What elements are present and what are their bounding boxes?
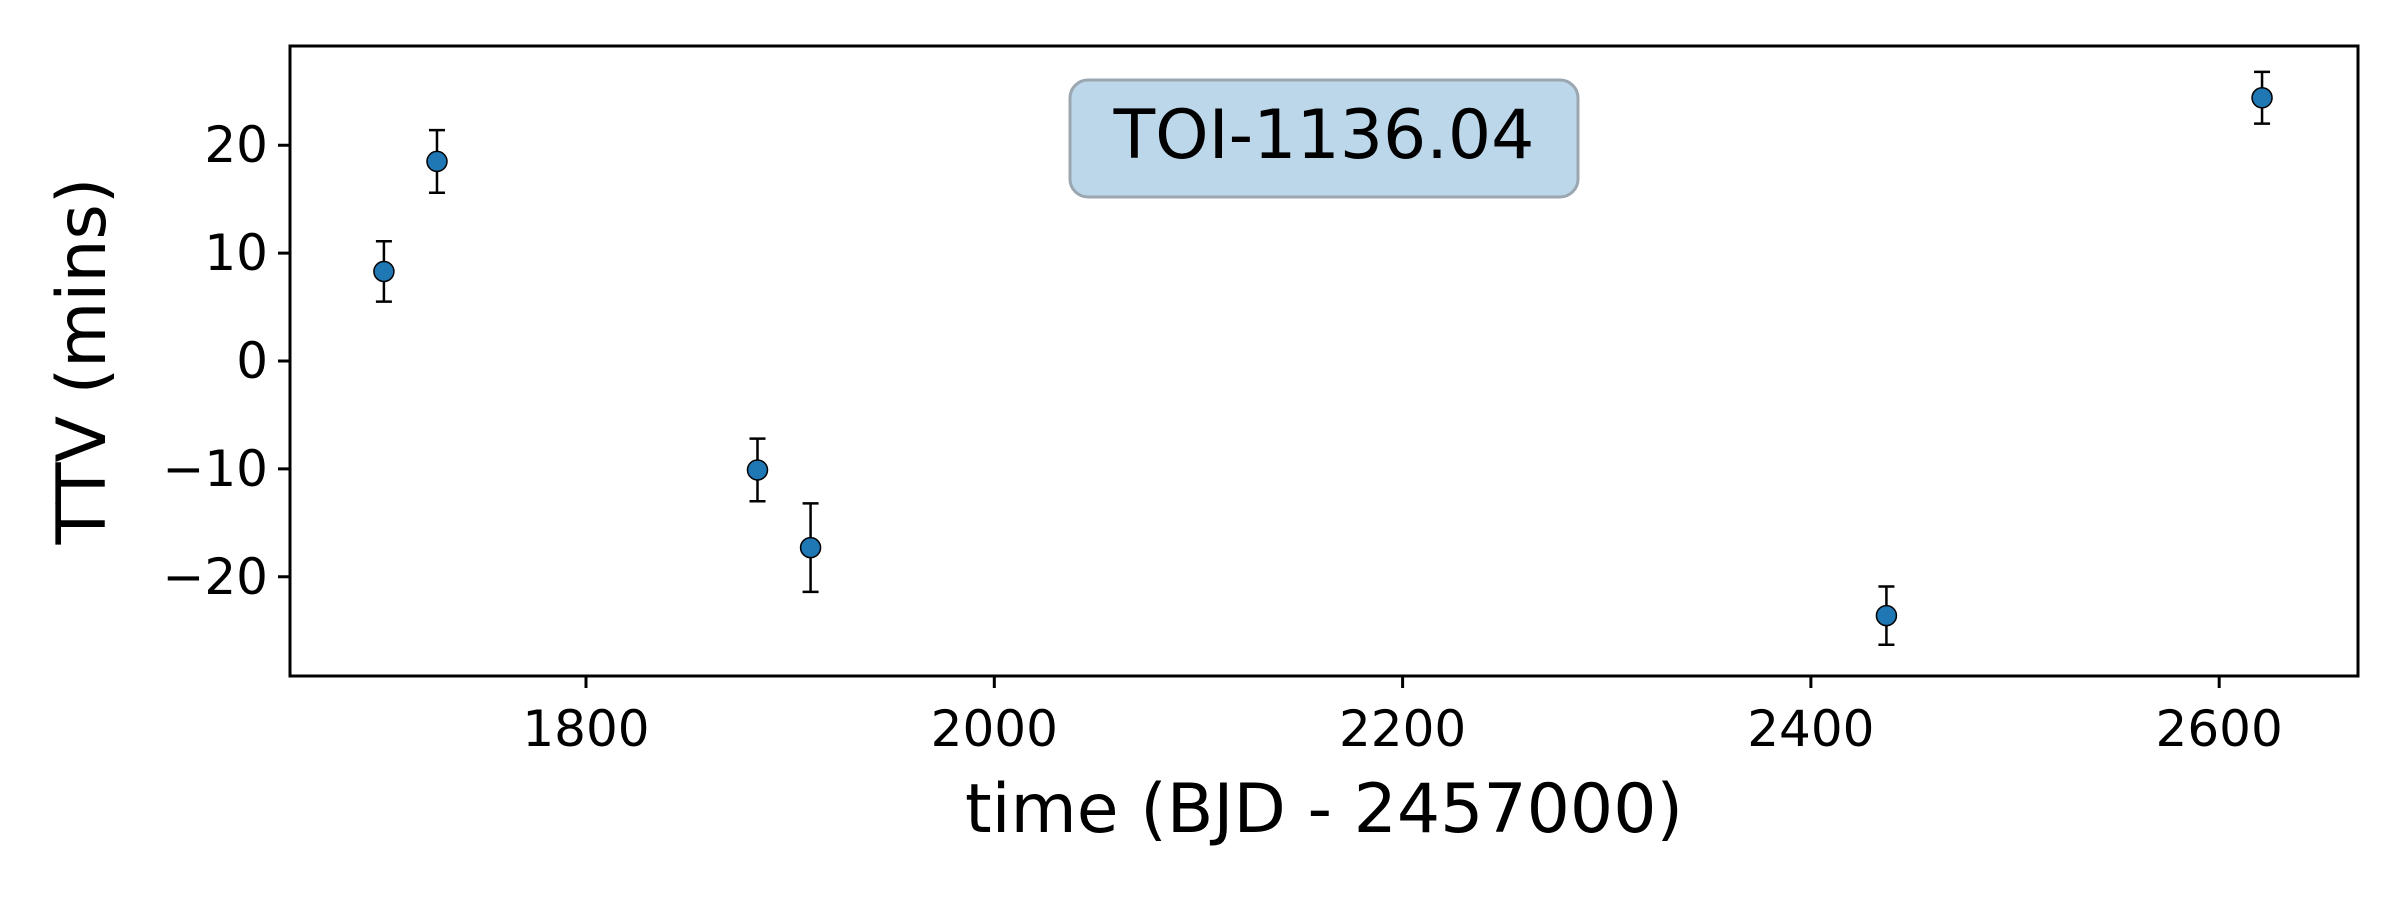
data-point (799, 502, 822, 594)
y-tick-label: 20 (204, 116, 268, 174)
y-tick-label: −10 (162, 440, 268, 498)
data-marker (426, 150, 448, 173)
x-tick-label: 2600 (2156, 700, 2283, 758)
data-point (426, 128, 448, 194)
y-tick-label: 0 (236, 332, 268, 390)
data-marker (746, 459, 769, 481)
x-axis-label: time (BJD - 2457000) (965, 770, 1683, 849)
data-point (1875, 585, 1898, 646)
title-box: TOI-1136.04 (1068, 78, 1580, 199)
data-point (373, 240, 395, 303)
data-point (2251, 70, 2273, 125)
y-tick-label: −20 (162, 548, 268, 606)
data-marker (2251, 87, 2273, 109)
y-axis-ticks: −20 −10 0 10 20 (162, 116, 290, 606)
title-background (1068, 78, 1580, 199)
data-marker (799, 536, 822, 559)
x-tick-label: 2000 (931, 700, 1058, 758)
data-points (373, 70, 2273, 646)
x-tick-label: 2200 (1339, 700, 1466, 758)
x-tick-label: 2400 (1747, 700, 1874, 758)
data-marker (1875, 604, 1898, 627)
x-axis-ticks: 1800 2000 2200 2400 2600 (522, 676, 2283, 758)
data-marker (373, 260, 395, 283)
data-point (746, 437, 769, 503)
y-tick-label: 10 (204, 224, 268, 282)
chart-title: TOI-1136.04 (1113, 96, 1535, 175)
y-axis-label: TTV (mins) (43, 178, 122, 546)
x-tick-label: 1800 (522, 700, 649, 758)
